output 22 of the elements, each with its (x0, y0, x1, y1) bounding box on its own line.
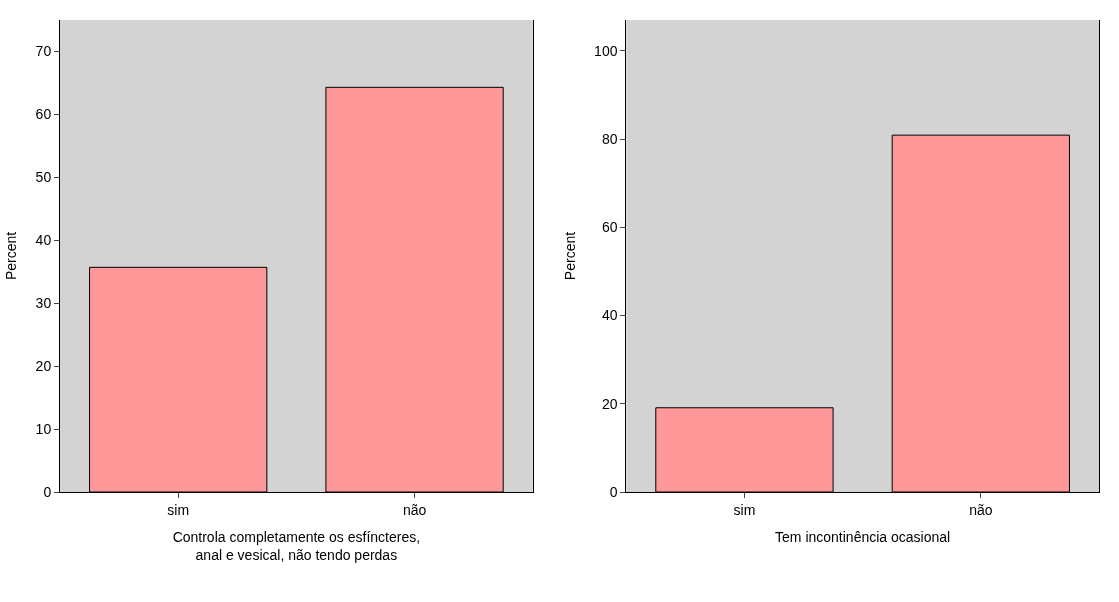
y-tick-label: 100 (594, 42, 618, 59)
x-tick-label: não (402, 501, 427, 518)
y-tick-label: 50 (35, 169, 52, 186)
y-tick-label: 60 (601, 219, 618, 236)
x-tick-label: não (969, 501, 993, 518)
y-axis-title: Percent (561, 231, 578, 281)
y-tick-label: 60 (35, 106, 52, 123)
y-tick-label: 40 (35, 232, 52, 249)
y-tick-label: 0 (43, 483, 52, 500)
x-axis-title: Tem incontinência ocasional (775, 529, 951, 546)
y-tick-label: 80 (601, 131, 618, 147)
y-tick-label: 0 (609, 483, 618, 500)
x-tick-label: sim (733, 501, 756, 518)
x-tick-label: sim (167, 501, 190, 518)
y-tick-label: 20 (35, 358, 52, 375)
y-tick-label: 20 (601, 395, 618, 412)
y-tick-label: 40 (601, 307, 618, 324)
y-tick-label: 30 (35, 295, 52, 312)
y-tick-label: 70 (35, 43, 52, 60)
y-tick-label: 10 (35, 420, 52, 437)
y-axis-title: Percent (3, 231, 20, 281)
x-axis-title: Controla completamente os esfíncteres, anal e vesical, não tendo perdas (172, 529, 421, 564)
